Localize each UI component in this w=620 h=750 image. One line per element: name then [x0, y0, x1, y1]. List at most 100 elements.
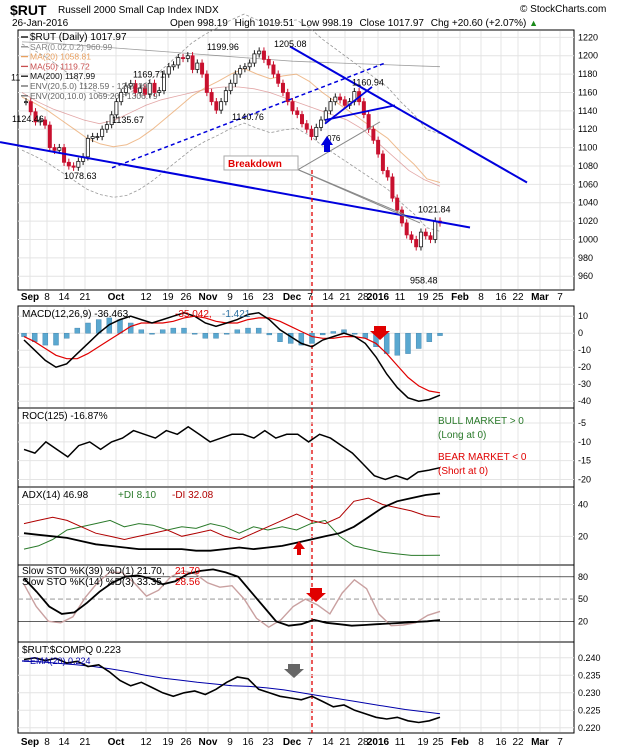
candle-body-9 — [66, 161, 71, 167]
candle-body-28 — [157, 90, 162, 93]
open-value: 998.19 — [197, 18, 228, 29]
candle-body-10 — [71, 165, 76, 168]
macd-histogram-bar-36 — [405, 333, 411, 354]
legend-ma20: MA(20) 1058.81 — [30, 52, 91, 62]
roc-line — [23, 425, 441, 481]
bear-market-label: BEAR MARKET < 0 — [438, 452, 527, 463]
header-index-name: Russell 2000 Small Cap Index — [58, 5, 192, 16]
candle-body-30 — [166, 66, 171, 75]
high-label: High — [234, 18, 256, 29]
candle-body-33 — [181, 57, 186, 59]
bull-market-sublabel: (Long at 0) — [438, 430, 486, 441]
x-tick-bottom-1: 8 — [44, 737, 50, 748]
x-tick-bottom-17: 2016 — [367, 737, 390, 748]
candle-body-0 — [23, 101, 28, 104]
candle-body-37 — [200, 62, 205, 75]
legend-ema: EMA(20) 0.224 — [30, 656, 91, 666]
red-up-arrow-icon — [293, 541, 305, 555]
y-tick-ratio-0: 0.220 — [578, 723, 601, 733]
x-tick-bottom-23: 16 — [495, 737, 507, 748]
price-label-9: 958.48 — [410, 276, 438, 286]
x-tick-bottom-10: 16 — [242, 737, 254, 748]
macd-histogram-bar-0 — [21, 333, 27, 337]
candle-body-1 — [28, 101, 33, 113]
y-tick-macd-1: -30 — [578, 379, 591, 389]
candle-body-58 — [299, 114, 304, 125]
x-tick-bottom-13: 7 — [307, 737, 313, 748]
macd-histogram-bar-2 — [42, 333, 49, 346]
panel-frame-macd — [17, 305, 575, 409]
candle-body-84 — [423, 231, 428, 237]
macd-histogram-bar-24 — [277, 333, 283, 342]
candle-body-34 — [185, 55, 190, 59]
candle-body-25 — [142, 87, 147, 95]
candle-body-20 — [119, 92, 124, 103]
candle-body-6 — [52, 147, 57, 151]
candle-body-60 — [309, 128, 314, 137]
x-tick-top-1: 8 — [44, 292, 50, 303]
y-tick-price-0: 960 — [578, 271, 593, 281]
x-tick-top-21: Feb — [451, 292, 469, 303]
x-tick-bottom-12: Dec — [283, 737, 302, 748]
candle-body-49 — [257, 50, 262, 55]
candle-body-32 — [176, 57, 181, 66]
legend-sto14: Slow STO %K(14) %D(3) 33.35, — [22, 577, 165, 588]
legend-env2: ENV(200,10.0) 1069.20 - 1306.79 — [30, 91, 158, 101]
candle-body-53 — [276, 73, 281, 84]
y-tick-macd-4: 0 — [578, 328, 583, 338]
x-tick-bottom-16: 28 — [357, 737, 369, 748]
x-tick-top-26: 7 — [557, 292, 563, 303]
macd-histogram-bar-34 — [383, 333, 390, 354]
open-label: Open — [170, 18, 195, 29]
legend-adx: ADX(14) 46.98 — [22, 490, 89, 501]
legend-price: $RUT (Daily) 1017.97 — [30, 32, 127, 43]
candle-body-77 — [390, 176, 395, 199]
macd-histogram-bar-17 — [202, 333, 209, 339]
low-value: 998.19 — [322, 18, 353, 29]
x-tick-bottom-11: 23 — [262, 737, 274, 748]
price-label-8: 1021.84 — [418, 204, 451, 214]
sto14-line — [23, 570, 441, 629]
candle-body-2 — [33, 111, 38, 123]
candle-body-35 — [190, 55, 195, 70]
price-label-2: 1135.67 — [112, 115, 144, 125]
candle-body-39 — [209, 92, 214, 103]
trendline-resistance — [289, 45, 528, 184]
bull-market-label: BULL MARKET > 0 — [438, 416, 524, 427]
macd-histogram-bar-27 — [309, 333, 315, 344]
y-tick-macd-5: 10 — [578, 311, 588, 321]
candle-body-45 — [238, 68, 243, 75]
candle-body-63 — [323, 110, 328, 121]
candle-body-78 — [395, 197, 400, 211]
y-tick-roc-0: -20 — [578, 474, 591, 484]
y-tick-price-5: 1060 — [578, 179, 598, 189]
breakdown-label: Breakdown — [228, 159, 282, 170]
macd-signal-line — [23, 315, 441, 394]
x-tick-top-19: 19 — [417, 292, 429, 303]
y-tick-roc-1: -15 — [578, 456, 591, 466]
price-label-7: 1160.94 — [352, 78, 384, 88]
candle-body-19 — [114, 101, 119, 116]
x-tick-bottom-8: Nov — [199, 737, 218, 748]
macd-histogram-bar-29 — [330, 331, 337, 334]
macd-histogram-bar-22 — [255, 327, 262, 334]
candle-body-57 — [295, 110, 300, 115]
y-tick-adx-0: 20 — [578, 531, 588, 541]
x-tick-top-24: 22 — [512, 292, 524, 303]
x-tick-top-9: 9 — [227, 292, 233, 303]
candle-body-73 — [371, 128, 376, 141]
x-tick-bottom-6: 19 — [162, 737, 174, 748]
macd-histogram-bar-28 — [319, 333, 326, 336]
macd-histogram-bar-12 — [149, 333, 155, 335]
legend-macd-signal: -35.042, — [175, 309, 212, 320]
x-tick-bottom-26: 7 — [557, 737, 563, 748]
x-tick-bottom-20: 25 — [432, 737, 444, 748]
candle-body-61 — [314, 126, 319, 137]
x-tick-bottom-4: Oct — [108, 737, 125, 748]
candle-body-52 — [271, 64, 276, 75]
x-tick-top-23: 16 — [495, 292, 507, 303]
price-label-partial-2: 076 — [327, 134, 341, 143]
candle-body-26 — [147, 82, 152, 95]
red-down-arrow-icon — [370, 326, 390, 340]
